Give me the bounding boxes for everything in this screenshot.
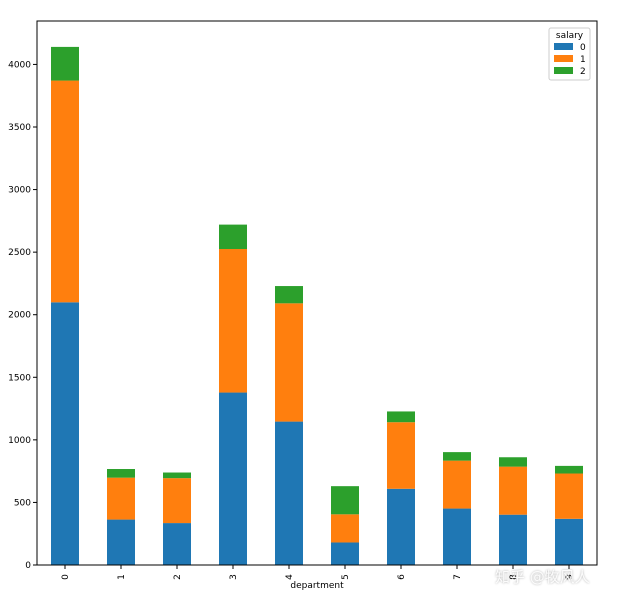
bar-dept-2-salary-1 bbox=[163, 478, 191, 524]
bar-dept-3-salary-2 bbox=[219, 224, 247, 250]
x-tick-label: 9 bbox=[565, 574, 575, 580]
bar-dept-8-salary-1 bbox=[499, 466, 527, 515]
x-tick-label: 0 bbox=[61, 574, 71, 580]
bar-dept-4-salary-2 bbox=[275, 286, 303, 304]
y-tick-label: 4000 bbox=[8, 60, 31, 70]
bar-dept-0-salary-1 bbox=[51, 80, 79, 303]
legend-items: 0 1 2 bbox=[554, 43, 586, 77]
bar-dept-9-salary-0 bbox=[555, 518, 583, 565]
y-tick-label: 0 bbox=[25, 561, 31, 571]
legend: salary 0 1 2 bbox=[548, 27, 591, 81]
bar-dept-0-salary-2 bbox=[51, 46, 79, 81]
bar-dept-9-salary-2 bbox=[555, 465, 583, 474]
bar-dept-3-salary-0 bbox=[219, 392, 247, 565]
bar-dept-6-salary-0 bbox=[387, 488, 415, 565]
x-tick-label: 4 bbox=[285, 574, 295, 580]
y-tick-label: 1500 bbox=[8, 373, 31, 383]
bars-layer bbox=[51, 46, 583, 565]
bar-dept-7-salary-1 bbox=[443, 460, 471, 509]
bar-dept-5-salary-2 bbox=[331, 486, 359, 515]
bar-dept-6-salary-2 bbox=[387, 411, 415, 423]
bar-dept-8-salary-2 bbox=[499, 457, 527, 467]
legend-swatch-1 bbox=[554, 55, 573, 62]
legend-label-1: 1 bbox=[580, 55, 586, 65]
bar-dept-4-salary-1 bbox=[275, 303, 303, 422]
bar-dept-1-salary-1 bbox=[107, 477, 135, 520]
x-tick-label: 1 bbox=[117, 574, 127, 580]
bar-dept-1-salary-0 bbox=[107, 519, 135, 565]
x-tick-label: 8 bbox=[509, 574, 519, 580]
x-tick-label: 5 bbox=[341, 574, 351, 580]
bar-dept-9-salary-1 bbox=[555, 473, 583, 519]
y-tick-label: 500 bbox=[14, 498, 31, 508]
bar-dept-1-salary-2 bbox=[107, 469, 135, 478]
x-tick-label: 3 bbox=[229, 574, 239, 580]
y-tick-label: 1000 bbox=[8, 436, 31, 446]
bar-dept-8-salary-0 bbox=[499, 514, 527, 565]
legend-label-0: 0 bbox=[580, 43, 586, 53]
legend-swatch-0 bbox=[554, 43, 573, 50]
bar-dept-6-salary-1 bbox=[387, 422, 415, 489]
y-tick-label: 3000 bbox=[8, 186, 31, 196]
x-tick-label: 6 bbox=[397, 574, 407, 580]
legend-swatch-2 bbox=[554, 67, 573, 74]
bar-dept-7-salary-0 bbox=[443, 508, 471, 565]
bar-dept-2-salary-0 bbox=[163, 523, 191, 565]
y-tick-label: 3500 bbox=[8, 123, 31, 133]
watermark-text: 知乎 @牧风人 bbox=[495, 568, 590, 586]
bar-dept-3-salary-1 bbox=[219, 249, 247, 393]
y-tick-label: 2500 bbox=[8, 248, 31, 258]
x-tick-label: 7 bbox=[453, 574, 463, 580]
y-tick-label: 2000 bbox=[8, 311, 31, 321]
bar-dept-4-salary-0 bbox=[275, 421, 303, 565]
x-axis: 0 1 2 3 4 5 6 7 8 9 bbox=[61, 565, 575, 580]
bar-dept-2-salary-2 bbox=[163, 472, 191, 479]
x-tick-label: 2 bbox=[173, 574, 183, 580]
plot-frame bbox=[36, 20, 598, 566]
x-axis-label: department bbox=[290, 581, 344, 591]
bar-dept-5-salary-1 bbox=[331, 514, 359, 543]
legend-title: salary bbox=[556, 31, 584, 41]
bar-dept-7-salary-2 bbox=[443, 452, 471, 461]
y-axis: 0 500 1000 1500 2000 2500 3000 3500 4000 bbox=[8, 60, 37, 571]
bar-dept-0-salary-0 bbox=[51, 302, 79, 565]
bar-dept-5-salary-0 bbox=[331, 542, 359, 565]
legend-label-2: 2 bbox=[580, 67, 586, 77]
